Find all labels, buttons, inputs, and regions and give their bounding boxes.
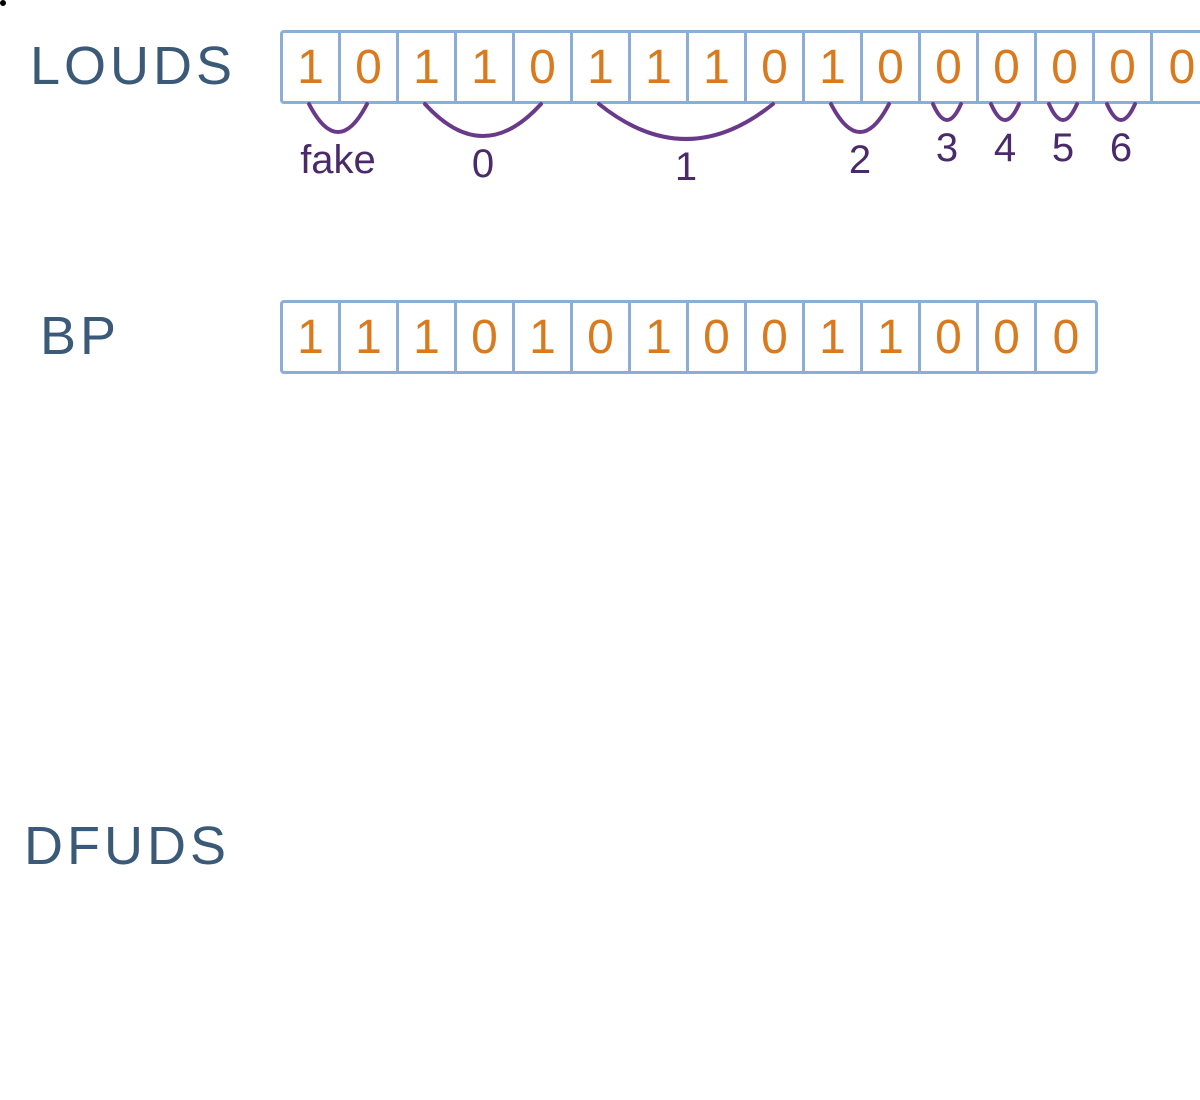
bit-cell: 1 <box>631 303 689 371</box>
bit-cell: 1 <box>863 303 921 371</box>
bit-cell: 0 <box>573 303 631 371</box>
louds-arcs <box>0 0 1200 1100</box>
bp-bitstrip: 11101010011000 <box>280 300 1098 374</box>
bit-cell: 0 <box>921 303 979 371</box>
bit-cell: 1 <box>283 303 341 371</box>
bit-cell: 0 <box>689 303 747 371</box>
arc-label: 6 <box>1110 126 1132 171</box>
arc-label: fake <box>300 138 376 183</box>
bit-cell: 0 <box>1037 303 1095 371</box>
bit-cell: 0 <box>979 303 1037 371</box>
bit-cell: 0 <box>457 303 515 371</box>
dfuds-arcs <box>0 0 300 150</box>
arc-label: 0 <box>472 142 494 187</box>
bit-cell: 1 <box>805 303 863 371</box>
bit-cell: 0 <box>747 303 805 371</box>
arc-label: 2 <box>849 138 871 183</box>
bit-cell: 1 <box>341 303 399 371</box>
arc-label: 5 <box>1052 126 1074 171</box>
bit-cell: 1 <box>399 303 457 371</box>
arc-label: 4 <box>994 126 1016 171</box>
arc-label: 1 <box>675 145 697 190</box>
dfuds-label: DFUDS <box>24 815 230 877</box>
arc-label: 3 <box>936 126 958 171</box>
bp-label: BP <box>40 305 120 367</box>
bit-cell: 1 <box>515 303 573 371</box>
